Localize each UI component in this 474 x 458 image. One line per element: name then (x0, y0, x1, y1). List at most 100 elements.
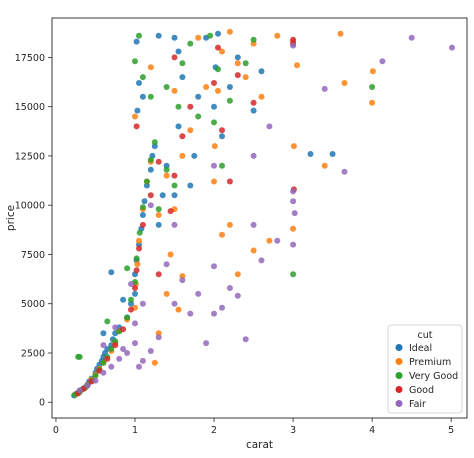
data-point (167, 208, 174, 215)
data-point (159, 192, 166, 199)
y-tick-label: 7500 (21, 250, 45, 261)
data-point (258, 68, 265, 75)
data-point (155, 334, 162, 341)
data-point (290, 241, 297, 248)
data-point (171, 221, 178, 228)
series-premium (72, 28, 376, 398)
data-point (258, 257, 265, 264)
data-point (211, 103, 217, 110)
y-axis-label: price (5, 205, 17, 231)
data-point (132, 340, 138, 347)
data-point (124, 265, 131, 272)
data-point (226, 285, 233, 291)
x-tick-label: 0 (53, 425, 59, 436)
data-point (133, 255, 140, 262)
data-point (211, 263, 217, 270)
data-point (291, 210, 298, 217)
data-point (139, 212, 146, 218)
data-point (136, 80, 142, 86)
data-point (250, 36, 257, 43)
data-point (136, 32, 142, 39)
data-point (124, 350, 131, 356)
data-point (215, 66, 221, 73)
y-tick-label: 5000 (21, 299, 45, 310)
data-point (408, 34, 415, 41)
points-layer (71, 28, 455, 399)
data-point (307, 151, 314, 157)
data-point (242, 336, 249, 343)
data-point (171, 87, 178, 94)
data-point (104, 355, 111, 362)
data-point (167, 251, 174, 258)
data-point (76, 387, 83, 394)
data-point (163, 84, 170, 90)
data-point (108, 269, 115, 276)
series-good (75, 36, 297, 397)
data-point (179, 133, 186, 140)
data-point (163, 261, 170, 268)
data-point (171, 34, 178, 41)
legend: cut Ideal Premium Very Good Good Fair (387, 324, 463, 414)
data-point (136, 237, 142, 244)
data-point (155, 158, 162, 165)
data-point (132, 285, 138, 291)
data-point (179, 152, 186, 159)
y-tick-label: 12500 (15, 151, 45, 162)
data-point (141, 198, 148, 205)
data-point (195, 113, 202, 120)
data-point (134, 107, 141, 114)
data-point (234, 271, 241, 278)
y-axis: 0 2500 5000 7500 10000 12500 15000 17500 (15, 53, 52, 409)
data-point (139, 74, 146, 81)
data-point (369, 99, 376, 106)
data-point (120, 346, 127, 352)
data-point (151, 359, 158, 366)
data-point (219, 162, 225, 169)
data-point (294, 62, 300, 69)
legend-entry-label: Ideal (409, 343, 432, 354)
data-point (104, 318, 111, 325)
data-point (139, 93, 146, 100)
data-point (290, 198, 297, 205)
data-point (211, 119, 217, 126)
data-point (341, 168, 348, 175)
plot-frame (51, 17, 468, 419)
data-point (139, 221, 146, 228)
data-point (92, 377, 99, 384)
data-point (151, 139, 158, 146)
data-point (258, 93, 265, 100)
y-tick-label: 2500 (21, 348, 45, 359)
data-point (155, 32, 162, 39)
data-point (179, 277, 186, 284)
data-point (321, 162, 328, 169)
data-point (175, 103, 182, 110)
data-point (250, 221, 257, 228)
legend-entry-label: Good (409, 385, 434, 396)
data-point (136, 363, 142, 370)
data-point (187, 40, 194, 47)
data-point (100, 369, 107, 376)
data-point (112, 324, 119, 331)
data-point (175, 123, 182, 130)
data-point (112, 342, 119, 349)
x-axis-label: carat (246, 439, 273, 451)
data-point (226, 178, 233, 185)
y-tick-label: 0 (39, 398, 45, 409)
data-point (290, 188, 297, 195)
data-point (226, 28, 233, 35)
legend-marker (395, 344, 403, 351)
data-point (128, 306, 134, 313)
data-point (290, 42, 297, 49)
data-point (234, 60, 241, 67)
legend-marker (395, 400, 403, 407)
data-point (84, 382, 91, 389)
data-point (133, 38, 140, 45)
data-point (155, 271, 162, 278)
legend-entries: Ideal Premium Very Good Good Fair (395, 343, 458, 410)
data-point (211, 162, 217, 169)
legend-entry-label: Premium (409, 357, 451, 368)
data-point (226, 221, 233, 228)
data-point (163, 172, 170, 179)
data-point (147, 93, 154, 100)
data-point (195, 93, 202, 100)
